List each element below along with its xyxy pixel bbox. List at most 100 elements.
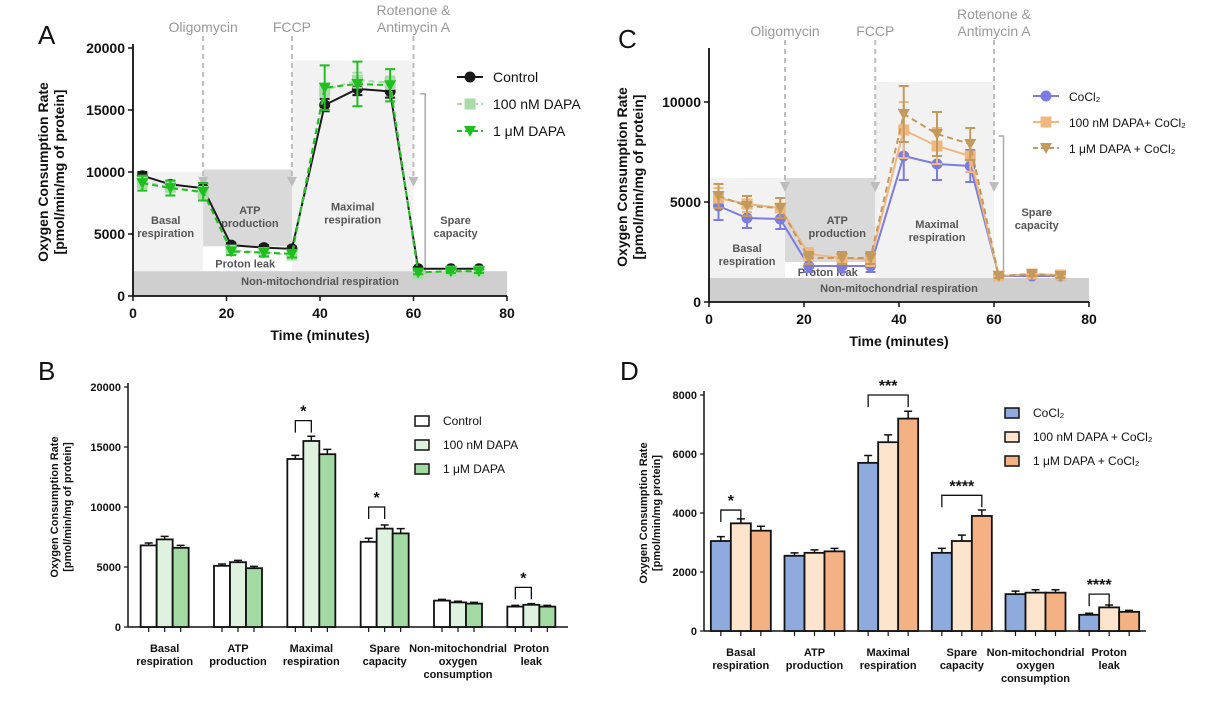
bar: [213, 564, 231, 628]
significance-bracket: [867, 394, 909, 407]
series-1: [729, 434, 1121, 636]
y-axis-title: Oxygen Consumption Rate: [35, 82, 51, 262]
bar: [538, 605, 557, 628]
data-point: [197, 186, 210, 198]
panel-b: B 0 5000 10000 15000 20000 Oxygen Consumption…: [38, 356, 568, 681]
data-point: [136, 178, 149, 190]
y-tick-label: 0: [693, 294, 701, 310]
bar: [302, 440, 321, 628]
legend-label: 100 nM DAPA: [443, 438, 518, 452]
legend-marker: [1040, 143, 1052, 154]
data-point: [384, 80, 397, 92]
bar: [318, 453, 337, 628]
legend-label: 100 nM DAPA: [493, 96, 581, 112]
bar: [729, 522, 752, 632]
bar: [897, 417, 920, 632]
bar: [449, 601, 467, 628]
category-label: Spare: [947, 647, 978, 659]
error-bar: [380, 524, 389, 529]
y-tick-label: 10000: [662, 94, 701, 110]
category-label: consumption: [423, 669, 492, 681]
error-bar: [937, 547, 946, 553]
category-label: Non-mitochondrial: [409, 643, 507, 655]
error-bar: [1085, 612, 1094, 615]
error-bar: [234, 559, 242, 563]
error-bar: [810, 549, 819, 553]
data-point: [964, 139, 977, 150]
series-2: [749, 410, 1141, 636]
significance-bracket: [294, 419, 312, 433]
error-bar: [396, 527, 405, 534]
x-tick-label: 40: [891, 311, 907, 327]
category-label: Basal: [726, 647, 755, 659]
significance-bracket: [1088, 593, 1110, 607]
region-label-atp: production: [809, 228, 867, 240]
injection-label: Rotenone &: [957, 6, 1032, 22]
spare-capacity-bracket: [420, 93, 426, 274]
category-label: oxygen: [1016, 660, 1055, 672]
data-point: [992, 271, 1005, 282]
bar: [433, 599, 451, 628]
y-axis-title: [pmol/min/mg protein]: [651, 455, 663, 571]
error-bar: [1051, 588, 1060, 593]
bar: [522, 603, 541, 628]
legend-swatch: [414, 439, 430, 451]
spare-capacity-bracket: [998, 135, 1005, 275]
bar: [1024, 591, 1047, 632]
injection-label: Antimycin A: [957, 23, 1031, 39]
error-bar: [291, 454, 300, 459]
region-label-basal: respiration: [719, 256, 776, 268]
category-label: Maximal: [866, 647, 909, 659]
legend-swatch: [1004, 407, 1020, 419]
y-axis-title: [pmol/min/mg of protein]: [630, 95, 646, 260]
category-label: ATP: [227, 643, 248, 655]
bar: [1004, 593, 1027, 632]
region-label-nonmito: Non-mitochondrial respiration: [820, 283, 978, 295]
panel-label-a: A: [38, 20, 56, 50]
series-0: [709, 454, 1101, 636]
category-label: leak: [521, 656, 543, 668]
y-tick-label: 20000: [86, 40, 125, 56]
category-label: Basal: [150, 643, 179, 655]
category-label: production: [786, 660, 844, 672]
panel-label-d: D: [620, 356, 639, 386]
y-tick-label: 0: [117, 288, 125, 304]
region-nonmito: [133, 271, 507, 296]
bar: [229, 561, 247, 628]
error-bar: [756, 525, 765, 531]
panel-d: D 0 2000 4000 6000 8000 Oxygen Consumption Ra…: [620, 356, 1153, 685]
category-label: Non-mitochondrial: [987, 647, 1085, 659]
injection-arrowhead: [870, 182, 881, 192]
region-label-maximal: respiration: [909, 232, 966, 244]
region-nonmito: [709, 278, 1089, 302]
bar: [171, 546, 190, 628]
spare-capacity-label: capacity: [1015, 220, 1060, 232]
bar: [465, 602, 483, 628]
y-tick-label: 5000: [97, 562, 121, 574]
region-label-atp: ATP: [239, 205, 260, 217]
legend-marker: [464, 71, 476, 83]
data-point: [741, 201, 753, 212]
x-tick-label: 20: [796, 311, 812, 327]
region-label-atp: ATP: [827, 215, 848, 227]
data-point: [802, 253, 815, 264]
x-tick-label: 0: [129, 305, 137, 321]
category-label: production: [209, 656, 267, 668]
y-tick-label: 15000: [86, 102, 125, 118]
legend-marker: [1040, 90, 1052, 102]
y-tick-label: 8000: [673, 390, 697, 402]
bar: [950, 540, 973, 632]
significance-label: *: [374, 490, 381, 507]
injection-arrowhead: [780, 182, 790, 192]
x-tick-label: 80: [1081, 311, 1097, 327]
x-tick-label: 80: [499, 305, 515, 321]
y-tick-label: 4000: [673, 508, 697, 520]
category-label: oxygen: [439, 656, 478, 668]
series-line: [718, 112, 1061, 278]
error-bar: [454, 600, 462, 603]
panel-d-plot: 0 2000 4000 6000 8000 Oxygen Consumption Rate…: [638, 378, 1153, 685]
y-axis-title: [pmol/min/mg of protein]: [51, 90, 67, 255]
